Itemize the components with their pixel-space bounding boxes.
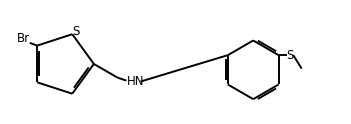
Text: Br: Br — [17, 32, 30, 45]
Text: S: S — [72, 25, 79, 38]
Text: S: S — [287, 49, 294, 62]
Text: HN: HN — [127, 75, 145, 88]
